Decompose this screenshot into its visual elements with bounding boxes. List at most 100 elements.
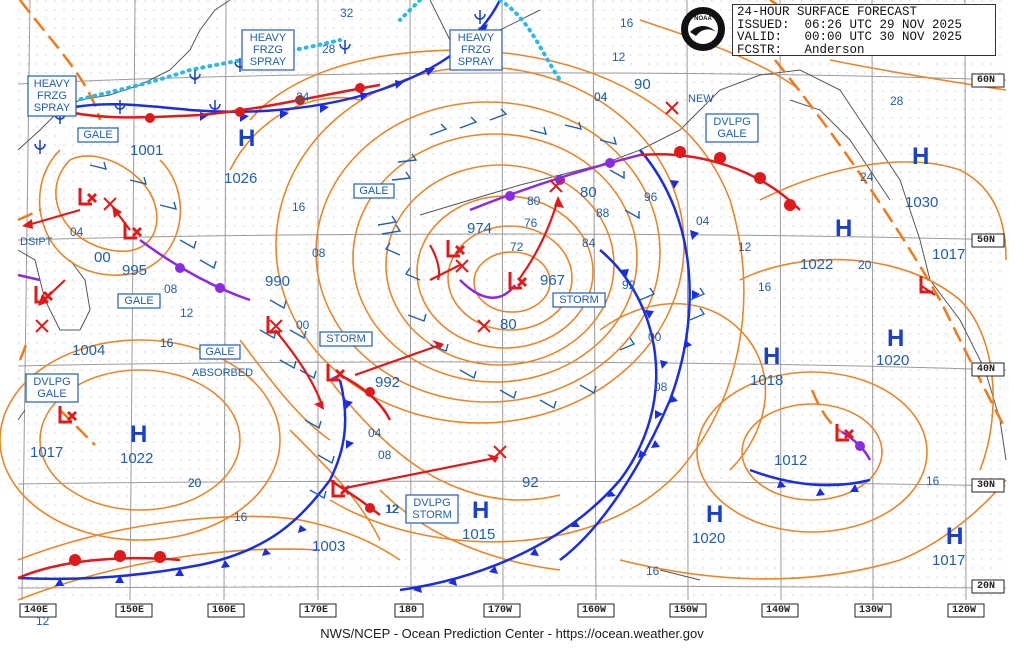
lon-label: 140W bbox=[766, 605, 791, 616]
isobar-label: 12 bbox=[385, 502, 399, 516]
lon-label: 150E bbox=[120, 605, 145, 616]
high-pressure-label: 1020 bbox=[876, 352, 910, 369]
storm-label: STORM bbox=[559, 294, 599, 306]
lon-axis bbox=[19, 603, 985, 618]
label-line: HEAVY bbox=[249, 32, 287, 44]
isobar-label: 16 bbox=[234, 510, 248, 524]
lows bbox=[34, 188, 933, 498]
label-frames bbox=[25, 29, 759, 524]
lon-label: 170E bbox=[304, 605, 329, 616]
map-background bbox=[18, 0, 1006, 602]
high-symbol: H bbox=[912, 143, 929, 170]
isobar-label: 72 bbox=[510, 240, 524, 254]
isobar-label: 04 bbox=[696, 214, 710, 228]
isobar-label: 16 bbox=[160, 336, 174, 350]
lon-label: 160E bbox=[212, 605, 237, 616]
high-pressure-label: 1015 bbox=[462, 526, 496, 543]
new-label: NEW bbox=[688, 93, 714, 105]
label-line: GALE bbox=[717, 128, 747, 140]
lon-label: 120W bbox=[952, 605, 977, 616]
lon-label: 160W bbox=[582, 605, 607, 616]
storm-label: STORM bbox=[326, 333, 366, 345]
lon-label: 180 bbox=[399, 605, 418, 616]
isobar-label: 12 bbox=[612, 50, 626, 64]
label-line: FRZG bbox=[461, 44, 491, 56]
dvlpg-gale-label: DVLPG GALE bbox=[706, 116, 758, 140]
isobar-label: 00 bbox=[94, 249, 111, 266]
gale-label: GALE bbox=[359, 185, 389, 197]
isobar-label: 90 bbox=[634, 76, 651, 93]
low-pressure-label: 990 bbox=[265, 273, 291, 290]
label-line: DVLPG bbox=[413, 497, 451, 509]
isobar-label: 24 bbox=[296, 90, 310, 104]
storm-forecast-x bbox=[35, 101, 679, 459]
isobar-label: 96 bbox=[644, 190, 658, 204]
isobar-label: 76 bbox=[524, 216, 538, 230]
ice-edge bbox=[38, 0, 562, 112]
header-valid: VALID: 00:00 UTC 30 NOV 2025 bbox=[737, 30, 963, 44]
gale-label: GALE bbox=[205, 346, 235, 358]
logo-text: NOAA bbox=[694, 16, 712, 22]
low-pressure-label: 1003 bbox=[312, 538, 346, 555]
high-pressure-label: 1020 bbox=[692, 530, 726, 547]
freezing-spray-symbols bbox=[34, 10, 486, 154]
low-pressure-label: 1012 bbox=[774, 452, 808, 469]
isobar-label: 16 bbox=[646, 564, 660, 578]
lat-label: 20N bbox=[977, 581, 996, 592]
isobar-label: 12 bbox=[36, 614, 50, 628]
high-pressure-label: 1017 bbox=[932, 246, 966, 263]
warm-front-bulbs bbox=[69, 83, 796, 566]
label-line: SPRAY bbox=[249, 56, 287, 68]
low-pressure-label: 1004 bbox=[72, 342, 106, 359]
dvlpg-storm-label: DVLPG STORM bbox=[406, 497, 458, 521]
heavy-frzg-spray-label: HEAVY FRZG SPRAY bbox=[242, 32, 294, 68]
high-symbol: H bbox=[946, 523, 963, 550]
low-pressure-label: 967 bbox=[540, 272, 566, 289]
dsipt-label: DSIPT bbox=[20, 236, 53, 248]
absorbed-label: ABSORBED bbox=[192, 367, 254, 379]
label-line: DVLPG bbox=[713, 116, 751, 128]
header-title: 24-HOUR SURFACE FORECAST bbox=[737, 5, 918, 19]
storm-tracks bbox=[27, 199, 936, 490]
high-pressure-label: 1018 bbox=[750, 372, 784, 389]
isobar-label: 04 bbox=[594, 90, 608, 104]
high-symbol: H bbox=[706, 501, 723, 528]
high-symbol: H bbox=[238, 125, 255, 152]
isobar-label: 16 bbox=[292, 200, 306, 214]
isobar-label: 28 bbox=[322, 42, 336, 56]
isobar-label: 08 bbox=[164, 282, 178, 296]
highs: H H H H H H H H H H bbox=[130, 125, 963, 550]
header-issued: ISSUED: 06:26 UTC 29 NOV 2025 bbox=[737, 17, 963, 32]
isobar-label: 20 bbox=[188, 476, 202, 490]
low-pressure-label: 1017 bbox=[30, 444, 64, 461]
label-line: DVLPG bbox=[33, 376, 71, 388]
label-line: SPRAY bbox=[33, 102, 71, 114]
isobar-label: 32 bbox=[340, 6, 354, 20]
high-symbol: H bbox=[130, 421, 147, 448]
occluded-symbols bbox=[175, 158, 865, 451]
lat-label: 60N bbox=[977, 75, 996, 86]
forecast-header: 24-HOUR SURFACE FORECAST ISSUED: 06:26 U… bbox=[732, 4, 996, 56]
low-pressure-label: 992 bbox=[375, 374, 401, 391]
gale-label: GALE bbox=[124, 295, 154, 307]
lat-label: 50N bbox=[977, 235, 996, 246]
isobar-label: 20 bbox=[858, 258, 872, 272]
high-pressure-label: 1026 bbox=[224, 170, 258, 187]
header-forecaster: FCSTR: Anderson bbox=[737, 42, 865, 57]
isobar-label: 04 bbox=[594, 90, 608, 104]
isobar-label: 80 bbox=[580, 184, 597, 201]
low-pressure-label: 974 bbox=[467, 220, 493, 237]
label-line: FRZG bbox=[37, 90, 67, 102]
isobar-label: 92 bbox=[522, 474, 539, 491]
low-pressure-label: 1001 bbox=[130, 142, 164, 159]
lat-label: 40N bbox=[977, 364, 996, 375]
isobar-label: 20 bbox=[188, 476, 202, 490]
isobar-label: 28 bbox=[890, 94, 904, 108]
label-line: FRZG bbox=[253, 44, 283, 56]
isobar-label: 88 bbox=[596, 206, 610, 220]
isobar-label: 24 bbox=[860, 170, 874, 184]
high-pressure-label: 1017 bbox=[932, 552, 966, 569]
lat-axis bbox=[971, 73, 1005, 594]
dvlpg-gale-label: DVLPG GALE bbox=[26, 376, 78, 400]
